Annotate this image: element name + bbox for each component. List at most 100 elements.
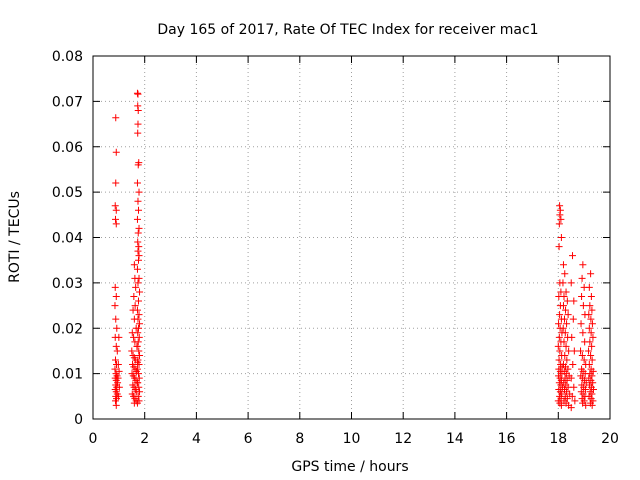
data-point [134, 106, 142, 114]
data-point [111, 356, 119, 364]
data-point [132, 283, 140, 291]
data-point [111, 202, 119, 210]
data-point [112, 401, 120, 409]
data-point [133, 365, 141, 373]
data-point [562, 306, 570, 314]
data-point [112, 292, 120, 300]
data-point [112, 342, 120, 350]
data-point [580, 356, 588, 364]
data-point [115, 367, 123, 375]
data-point [135, 243, 143, 251]
data-point [562, 342, 570, 350]
plot-frame [92, 55, 611, 420]
data-point [134, 229, 142, 237]
data-point [111, 302, 119, 310]
y-tick-label: 0.04 [52, 231, 83, 247]
data-point [134, 379, 142, 387]
y-tick-label: 0.08 [52, 49, 83, 65]
data-point [133, 342, 141, 350]
data-point [134, 206, 142, 214]
x-tick-label: 16 [498, 431, 516, 447]
data-point [555, 320, 563, 328]
data-point [567, 374, 575, 382]
x-tick-label: 18 [549, 431, 567, 447]
data-point [554, 342, 562, 350]
data-point [556, 211, 564, 219]
data-point [135, 224, 143, 232]
x-axis-label: GPS time / hours [291, 459, 408, 475]
y-tick-label: 0 [74, 412, 83, 428]
data-point [588, 356, 596, 364]
data-point [585, 283, 593, 291]
data-point [135, 347, 143, 355]
data-points [111, 89, 597, 412]
data-point [560, 292, 568, 300]
data-point [581, 386, 589, 394]
data-point [112, 206, 120, 214]
x-tick-label: 6 [244, 431, 253, 447]
data-point [112, 179, 120, 187]
data-point [570, 347, 578, 355]
data-point [570, 383, 578, 391]
data-point [588, 320, 596, 328]
x-tick-label: 4 [192, 431, 201, 447]
data-point [560, 338, 568, 346]
data-point [589, 333, 597, 341]
x-tick-label: 0 [89, 431, 98, 447]
x-tick-label: 20 [601, 431, 619, 447]
data-point [588, 401, 596, 409]
data-point [134, 129, 142, 137]
data-point [111, 215, 119, 223]
data-point [111, 283, 119, 291]
data-point [563, 356, 571, 364]
data-point [561, 329, 569, 337]
data-point [134, 247, 142, 255]
data-point [582, 401, 590, 409]
data-point [571, 397, 579, 405]
data-point [134, 238, 142, 246]
data-point [135, 252, 143, 260]
data-point [559, 279, 567, 287]
data-point [561, 270, 569, 278]
data-point [133, 399, 141, 407]
x-tick-label: 2 [140, 431, 149, 447]
data-point [555, 220, 563, 228]
data-point [130, 292, 138, 300]
data-point [136, 320, 144, 328]
data-point [563, 320, 571, 328]
data-point [578, 292, 586, 300]
data-point [135, 274, 143, 282]
data-point [567, 279, 575, 287]
data-point [585, 361, 593, 369]
data-point [570, 297, 578, 305]
data-point [135, 361, 143, 369]
y-tick-label: 0.03 [52, 276, 83, 292]
data-point [579, 261, 587, 269]
y-axis-label: ROTI / TECUs [7, 191, 23, 283]
data-point [555, 333, 563, 341]
data-point [569, 252, 577, 260]
data-point [569, 315, 577, 323]
x-axis-ticks: 0 2 4 6 8 10 12 14 16 18 20 [89, 56, 619, 447]
data-point [134, 356, 142, 364]
data-point [133, 306, 141, 314]
data-point [577, 347, 585, 355]
data-point [114, 374, 122, 382]
data-point [134, 338, 142, 346]
data-point [587, 315, 595, 323]
data-point [136, 351, 144, 359]
data-point [130, 261, 138, 269]
y-tick-label: 0.01 [52, 367, 83, 383]
x-tick-label: 8 [295, 431, 304, 447]
data-point [112, 220, 120, 228]
data-point [586, 338, 594, 346]
data-point [556, 347, 564, 355]
y-tick-label: 0.07 [52, 94, 83, 110]
data-point [561, 351, 569, 359]
data-point [111, 365, 119, 373]
data-point [557, 234, 565, 241]
data-point [134, 279, 142, 287]
data-point [556, 202, 564, 210]
data-point [134, 120, 142, 128]
data-point [579, 329, 587, 337]
